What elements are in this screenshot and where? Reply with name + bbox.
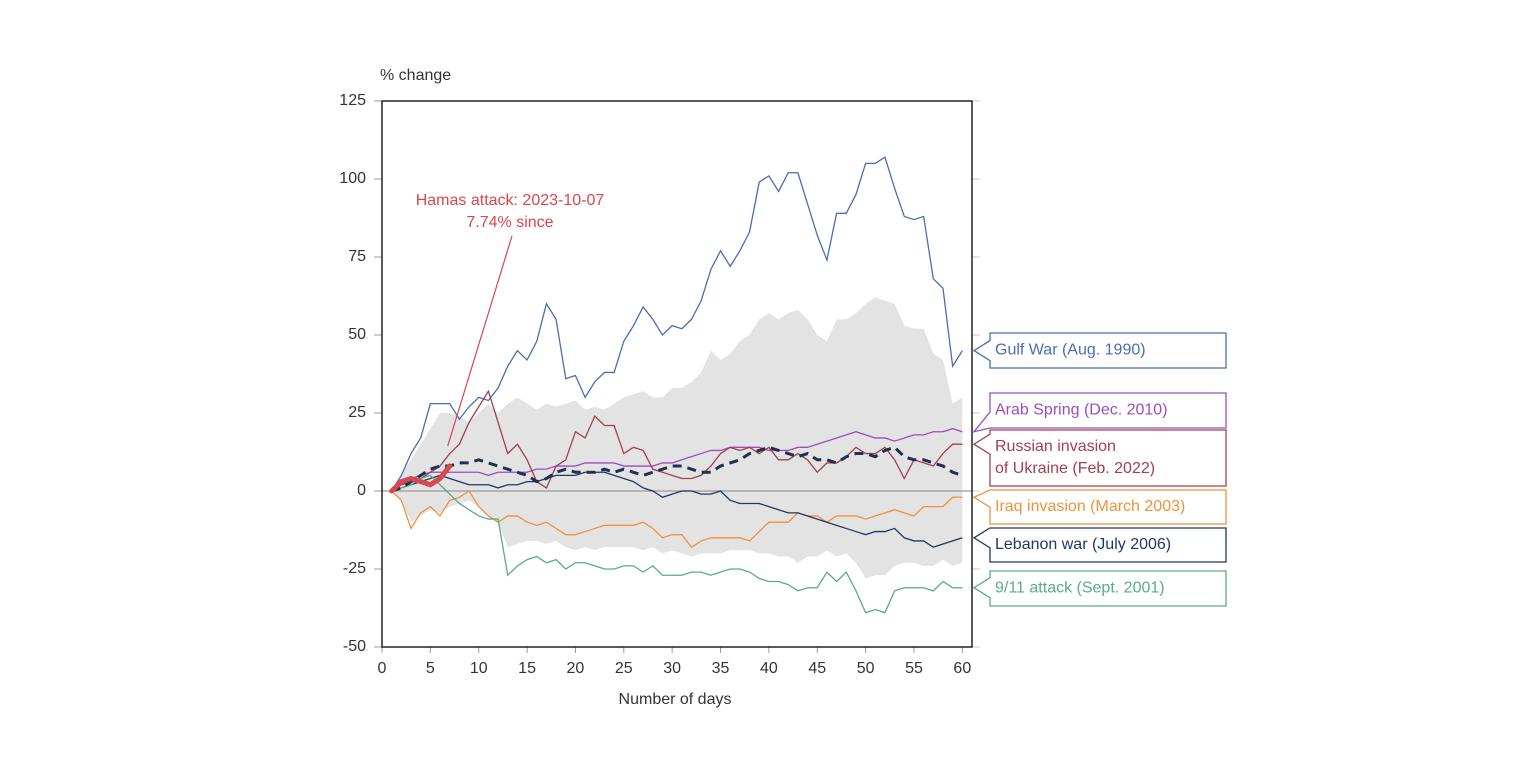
series-line <box>391 427 963 492</box>
series-line <box>391 490 963 549</box>
series-line <box>391 474 963 614</box>
y-tick-label: 75 <box>348 248 366 265</box>
legend-label: 9/11 attack (Sept. 2001) <box>995 580 1165 597</box>
legend-label: Arab Spring (Dec. 2010) <box>995 402 1168 419</box>
x-tick-label: 45 <box>808 660 826 677</box>
label-box <box>972 392 1227 433</box>
y-tick-label: -50 <box>343 638 366 655</box>
legend-label: Gulf War (Aug. 1990) <box>995 342 1146 359</box>
y-tick-label: 125 <box>339 92 366 109</box>
x-tick-label: 15 <box>518 660 536 677</box>
series-line <box>391 389 963 492</box>
label-box <box>972 527 1227 563</box>
average-line <box>391 445 963 493</box>
y-tick-label: -25 <box>343 560 366 577</box>
x-tick-label: 5 <box>426 660 435 677</box>
legend-label: Russian invasion of Ukraine (Feb. 2022) <box>995 438 1155 477</box>
x-tick-label: 0 <box>378 660 387 677</box>
x-tick-label: 10 <box>470 660 488 677</box>
label-box <box>972 570 1227 607</box>
label-box <box>972 332 1227 369</box>
x-tick-label: 20 <box>567 660 585 677</box>
x-tick-label: 40 <box>760 660 778 677</box>
plot-frame <box>381 100 973 648</box>
range-band <box>391 297 963 579</box>
annotation-leader <box>447 235 513 447</box>
x-tick-label: 25 <box>615 660 633 677</box>
y-tick-label: 0 <box>357 482 366 499</box>
x-tick-label: 35 <box>712 660 730 677</box>
series-line <box>391 156 963 492</box>
annotation-text: 7.74% since <box>466 214 553 231</box>
y-tick-label: 50 <box>348 326 366 343</box>
x-tick-label: 30 <box>663 660 681 677</box>
legend-label: Iraq invasion (March 2003) <box>995 498 1185 515</box>
x-tick-label: 55 <box>905 660 923 677</box>
y-tick-label: 100 <box>339 170 366 187</box>
annotation-text: Hamas attack: 2023-10-07 <box>416 192 605 209</box>
label-box <box>972 489 1227 525</box>
y-tick-label: 25 <box>348 404 366 421</box>
highlight-line <box>389 463 453 494</box>
label-box <box>972 429 1227 487</box>
x-tick-label: 60 <box>953 660 971 677</box>
x-tick-label: 50 <box>857 660 875 677</box>
x-axis-label: Number of days <box>619 691 732 708</box>
series-line <box>391 471 963 548</box>
legend-label: Lebanon war (July 2006) <box>995 536 1171 553</box>
y-axis-label: % change <box>380 67 451 84</box>
